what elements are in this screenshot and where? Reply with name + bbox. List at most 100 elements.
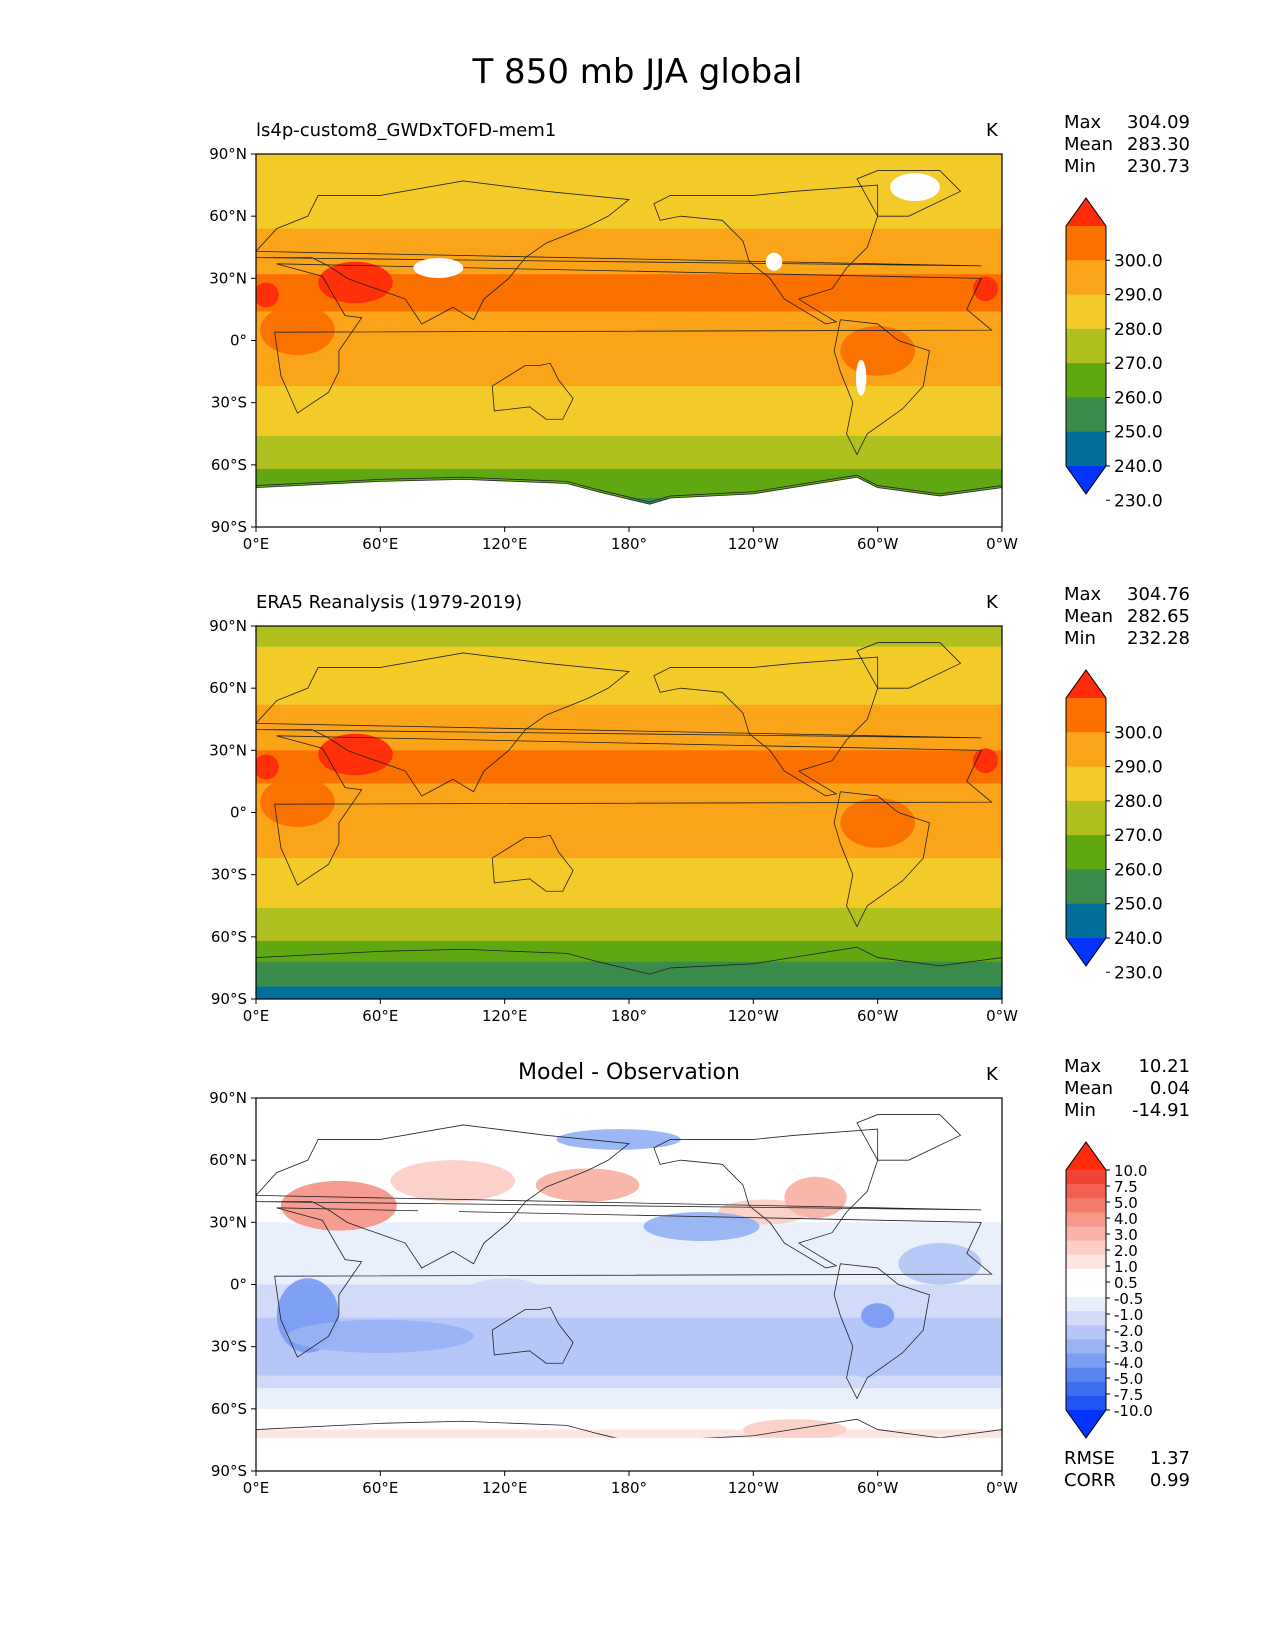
field-band bbox=[256, 900, 1002, 905]
field-band bbox=[256, 1293, 1002, 1298]
colorbar-segment bbox=[1066, 1170, 1106, 1185]
field-band bbox=[256, 1119, 1002, 1124]
y-tick-label: 60°S bbox=[211, 1400, 247, 1418]
colorbar-label: 300.0 bbox=[1114, 251, 1163, 271]
y-tick-label: 60°N bbox=[209, 1151, 247, 1169]
field-band bbox=[256, 428, 1002, 433]
field-band bbox=[256, 1247, 1002, 1252]
colorbar-segment bbox=[1066, 432, 1106, 467]
field-anomaly bbox=[287, 1320, 474, 1353]
field-anomaly bbox=[318, 262, 393, 303]
field-band bbox=[256, 1255, 1002, 1260]
field-band bbox=[256, 1251, 1002, 1256]
field-band bbox=[256, 1401, 1002, 1406]
field-band bbox=[256, 1405, 1002, 1410]
field-band bbox=[256, 883, 1002, 888]
field-band bbox=[256, 432, 1002, 437]
field-band bbox=[256, 237, 1002, 242]
field-band bbox=[256, 1152, 1002, 1157]
field-band bbox=[256, 866, 1002, 871]
x-tick-label: 180° bbox=[611, 1007, 647, 1025]
field-band bbox=[256, 626, 1002, 631]
y-tick-label: 60°S bbox=[211, 928, 247, 946]
field-anomaly bbox=[281, 1181, 397, 1231]
field-band bbox=[256, 1168, 1002, 1173]
field-band bbox=[256, 1164, 1002, 1169]
field-band bbox=[256, 924, 1002, 929]
field-band bbox=[256, 779, 1002, 784]
field-anomaly bbox=[556, 1129, 680, 1150]
map-svg: 0°E 60°E 120°E 180° 120°W 60°W 0°W 90°N 60°N 30°N… bbox=[0, 592, 1275, 1062]
field-band bbox=[256, 440, 1002, 445]
field-band bbox=[256, 875, 1002, 880]
field-band bbox=[256, 891, 1002, 896]
y-tick-label: 90°N bbox=[209, 1089, 247, 1107]
field-band bbox=[256, 647, 1002, 652]
field-band bbox=[256, 937, 1002, 942]
field-band bbox=[256, 382, 1002, 387]
field-band bbox=[256, 933, 1002, 938]
x-tick-label: 0°E bbox=[243, 1479, 270, 1497]
y-tick-label: 90°N bbox=[209, 617, 247, 635]
field-band bbox=[256, 688, 1002, 693]
field-band bbox=[256, 419, 1002, 424]
field-band bbox=[256, 457, 1002, 462]
field-band bbox=[256, 1260, 1002, 1265]
field-band bbox=[256, 916, 1002, 921]
colorbar-segment bbox=[1066, 295, 1106, 330]
colorbar-label: 270.0 bbox=[1114, 826, 1163, 846]
field-band bbox=[256, 204, 1002, 209]
colorbar-segment bbox=[1066, 904, 1106, 939]
colorbar-segment bbox=[1066, 1241, 1106, 1256]
field-band bbox=[256, 378, 1002, 383]
field-band bbox=[256, 912, 1002, 917]
field-band bbox=[256, 929, 1002, 934]
field-band bbox=[256, 452, 1002, 457]
field-band bbox=[256, 241, 1002, 246]
colorbar-segment bbox=[1066, 1325, 1106, 1340]
field-band bbox=[256, 788, 1002, 793]
field-band bbox=[256, 701, 1002, 706]
field-band bbox=[256, 1363, 1002, 1368]
field-band bbox=[256, 783, 1002, 788]
field-band bbox=[256, 179, 1002, 184]
x-tick-label: 0°W bbox=[986, 1007, 1018, 1025]
field-band bbox=[256, 908, 1002, 913]
colorbar-segment bbox=[1066, 1283, 1106, 1298]
field-band bbox=[256, 871, 1002, 876]
map-svg: 0°E 60°E 120°E 180° 120°W 60°W 0°W 90°N 60°N 30°N… bbox=[0, 1064, 1275, 1534]
x-tick-label: 60°E bbox=[362, 535, 398, 553]
colorbar-segment bbox=[1066, 1212, 1106, 1227]
field-band bbox=[256, 850, 1002, 855]
colorbar-segment bbox=[1066, 226, 1106, 261]
x-tick-label: 60°W bbox=[857, 1479, 899, 1497]
field-band bbox=[256, 216, 1002, 221]
y-tick-label: 30°N bbox=[209, 269, 247, 287]
colorbar: 300.0290.0280.0270.0260.0250.0240.0230.0 bbox=[1066, 670, 1163, 983]
colorbar-label: 240.0 bbox=[1114, 457, 1163, 477]
colorbar-segment bbox=[1066, 1382, 1106, 1397]
field-anomaly bbox=[861, 1303, 894, 1328]
x-tick-label: 120°E bbox=[482, 1007, 528, 1025]
field-band bbox=[256, 386, 1002, 391]
colorbar-extend-max bbox=[1066, 670, 1106, 698]
y-tick-label: 0° bbox=[230, 804, 247, 822]
field-band bbox=[256, 208, 1002, 213]
field-band bbox=[256, 1235, 1002, 1240]
field-band bbox=[256, 158, 1002, 163]
field-band bbox=[256, 792, 1002, 797]
map-panel-1: ls4p-custom8_GWDxTOFD-mem1 K Max 304.09 Mean… bbox=[0, 120, 1275, 590]
colorbar-extend-max bbox=[1066, 1142, 1106, 1170]
field-band bbox=[256, 987, 1002, 992]
colorbar-label: 270.0 bbox=[1114, 354, 1163, 374]
colorbar-label: 280.0 bbox=[1114, 792, 1163, 812]
field-band bbox=[256, 672, 1002, 677]
field-band bbox=[256, 725, 1002, 730]
field-band bbox=[256, 1285, 1002, 1290]
x-tick-label: 60°W bbox=[857, 535, 899, 553]
field-band bbox=[256, 444, 1002, 449]
field-anomaly bbox=[260, 305, 335, 355]
field-band bbox=[256, 1355, 1002, 1360]
field-band bbox=[256, 1372, 1002, 1377]
field-band bbox=[256, 1376, 1002, 1381]
